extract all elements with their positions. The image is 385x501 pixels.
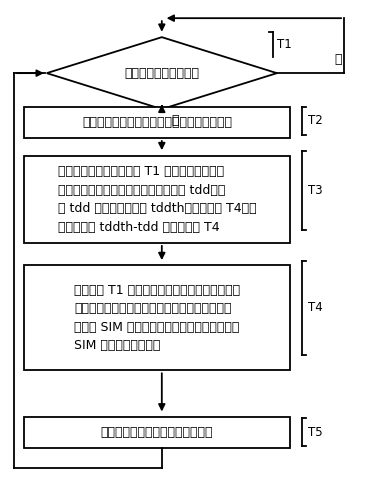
Bar: [24, 417, 290, 448]
Bar: [24, 107, 290, 138]
Text: T2: T2: [308, 114, 322, 127]
Text: T4: T4: [308, 302, 322, 315]
Text: 是: 是: [335, 53, 342, 66]
Polygon shape: [47, 37, 277, 109]
Text: 否: 否: [171, 114, 179, 127]
Text: 判断保存列表是否为空: 判断保存列表是否为空: [124, 67, 199, 80]
Text: T3: T3: [308, 184, 322, 197]
Bar: [24, 156, 290, 243]
Text: T5: T5: [308, 426, 322, 439]
Text: 获取当前时间，获取步骤 T1 中得到的一行记录
的添加时间，两个时间作差得到时间差 tdd，如
果 tdd 大于或等于阈值 tddth则执行步骤 T4，否
则延: 获取当前时间，获取步骤 T1 中得到的一行记录 的添加时间，两个时间作差得到时间…: [58, 165, 256, 233]
Text: T1: T1: [277, 38, 292, 51]
Text: 获取保存列表中产生中断时间最早的一行记录: 获取保存列表中产生中断时间最早的一行记录: [82, 116, 232, 129]
Bar: [24, 266, 290, 370]
Text: 使能该热插拔检测引脚的中断功能: 使能该热插拔检测引脚的中断功能: [101, 426, 213, 439]
Text: 获取步骤 T1 中得到的那一行记录中的热插拔检
测引脚的电平是否与检测电平相同，如果相同则
说明有 SIM 卡插入该卡槽，如果相反则说明有
SIM 卡从该卡槽中: 获取步骤 T1 中得到的那一行记录中的热插拔检 测引脚的电平是否与检测电平相同，…: [74, 284, 240, 352]
